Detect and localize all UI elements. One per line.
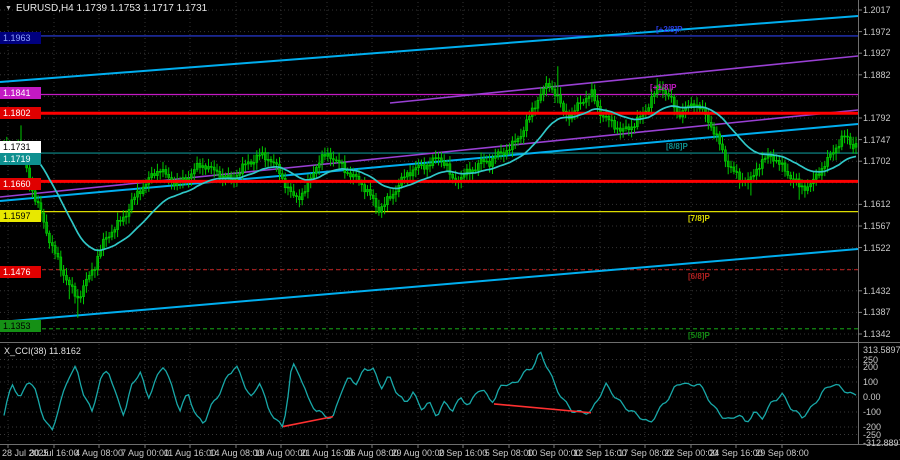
chart-ohlc-values: 1.1739 1.1753 1.1717 1.1731 [76, 3, 208, 14]
chart-title: ▼ EURUSD,H4 1.1739 1.1753 1.1717 1.1731 [5, 3, 207, 14]
indicator-name-value: X_CCI(38) 11.8162 [4, 346, 81, 356]
chart-symbol: EURUSD,H4 [15, 3, 74, 14]
symbol-dropdown-icon[interactable]: ▼ [5, 5, 12, 12]
